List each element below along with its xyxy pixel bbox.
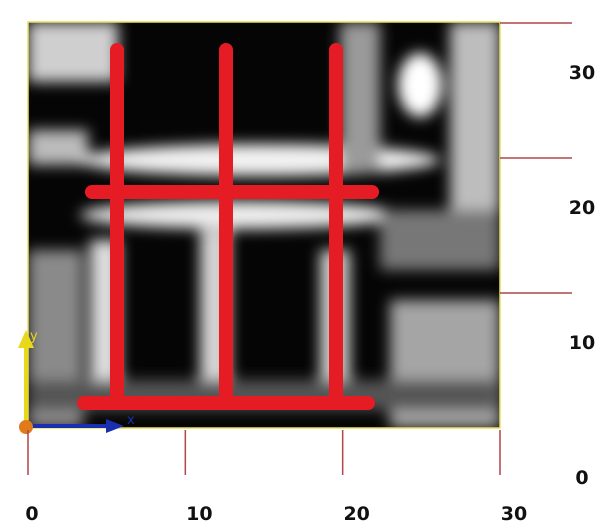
image-border	[27, 21, 501, 429]
red-overlay	[77, 43, 379, 410]
axes: 0102030010203040	[25, 22, 595, 525]
grayscale-image	[28, 22, 500, 428]
y-tick-label: 30	[569, 62, 595, 84]
gizmo-y-label: y	[30, 329, 38, 344]
y-tick-label: 10	[569, 332, 595, 354]
x-tick-label: 0	[25, 503, 38, 525]
x-tick-label: 30	[501, 503, 527, 525]
gizmo-x-label: x	[127, 413, 135, 428]
x-tick-label: 20	[343, 503, 369, 525]
y-tick-label: 20	[569, 197, 595, 219]
x-tick-label: 10	[186, 503, 212, 525]
y-tick-label: 0	[575, 467, 588, 489]
axis-gizmo: x y	[18, 329, 135, 434]
